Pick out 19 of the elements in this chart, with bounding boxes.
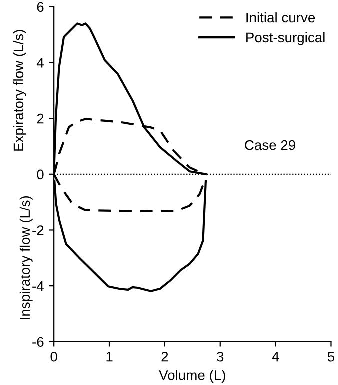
- text: Inspiratory flow (L/s): [20, 196, 33, 320]
- annotation: Case 29: [245, 140, 296, 150]
- x-tick-label: 4: [272, 352, 280, 362]
- y-tick-label: -4: [32, 282, 44, 292]
- x-tick-label: 1: [106, 352, 113, 362]
- y-tick-label: -6: [32, 337, 44, 348]
- x-tick-label: 2: [162, 352, 168, 362]
- y-tick-label: 6: [37, 2, 44, 12]
- x-tick-label: 0: [50, 352, 58, 362]
- x-tick-label: 3: [217, 352, 224, 362]
- legend-label: Post-surgical: [246, 32, 325, 46]
- y-tick-label: 2: [37, 114, 44, 124]
- y-tick-label: 0: [37, 170, 44, 180]
- y-tick-label: -2: [32, 226, 44, 236]
- x-axis-title: Volume (L): [159, 370, 226, 384]
- x-tick-label: 5: [328, 352, 335, 362]
- y-tick-label: 4: [36, 58, 44, 68]
- legend-label: Initial curve: [246, 12, 316, 23]
- y-axis-title: Expiratory flow (L/s): [13, 30, 26, 151]
